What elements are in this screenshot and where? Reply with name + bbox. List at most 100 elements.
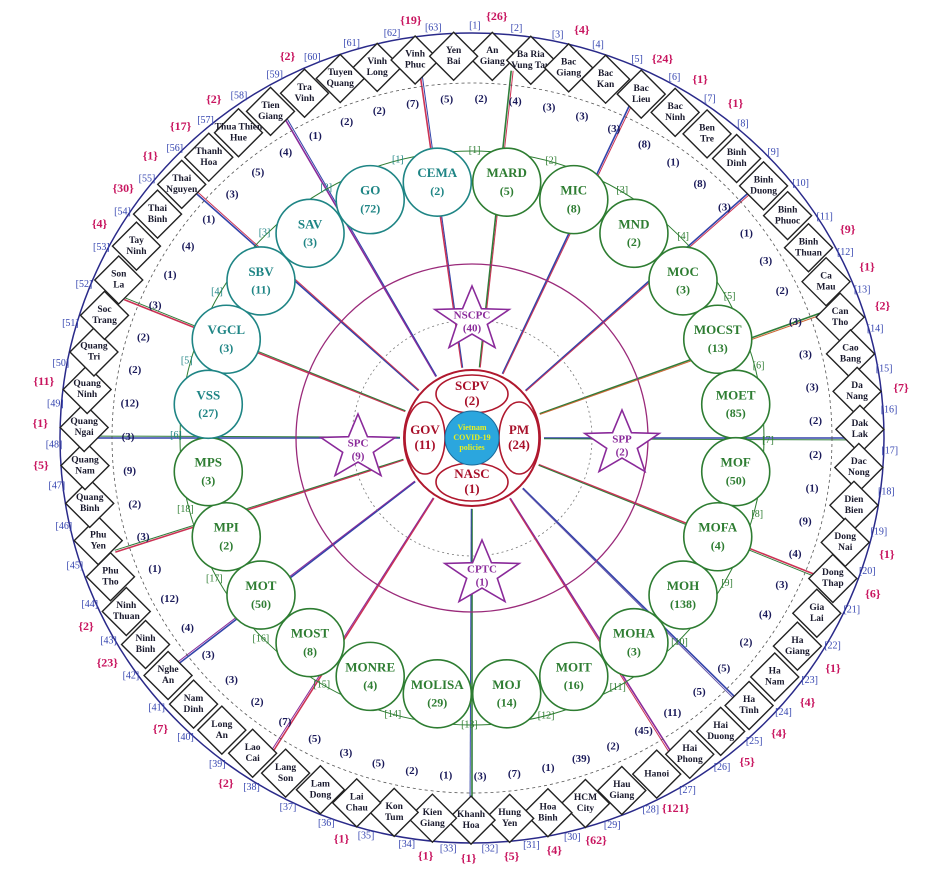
province-name: Nam — [765, 678, 785, 688]
province-count: (7) — [279, 716, 292, 728]
province-name: Dak — [851, 419, 869, 429]
organization-name: MOF — [721, 455, 751, 470]
province-name: Giang — [258, 112, 283, 122]
province-name: Hanoi — [644, 769, 669, 779]
province-name: Thua Thien — [215, 122, 263, 132]
province-count: (3) — [122, 431, 135, 443]
province-name: Long — [211, 720, 232, 730]
ray — [509, 497, 672, 752]
province-name: Son — [278, 774, 294, 784]
province-diamond — [801, 256, 852, 307]
province-extra: {7} — [153, 722, 169, 736]
ray — [522, 487, 738, 700]
province-index: [17] — [881, 445, 898, 456]
organization-circle — [682, 304, 753, 375]
province-diamond — [695, 706, 746, 757]
star-name: CPTC — [467, 564, 497, 576]
organization-index: [10] — [671, 637, 688, 648]
core-count: (1) — [464, 481, 479, 496]
province-name: Gia — [809, 603, 824, 613]
organization-circle — [226, 560, 296, 630]
province-diamond — [724, 680, 775, 731]
province-name: Vinh — [367, 57, 387, 67]
province-count: (2) — [740, 636, 753, 648]
core-name: SCPV — [455, 378, 490, 393]
province-count: (5) — [372, 758, 385, 770]
province-name: Phu — [102, 566, 119, 576]
star-count: (40) — [463, 323, 482, 335]
organization-count: (8) — [567, 201, 581, 215]
province-extra: {1} — [461, 851, 477, 865]
organization-count: (85) — [726, 406, 746, 420]
province-count: (8) — [638, 138, 651, 150]
organization-circle — [402, 147, 473, 217]
province-extra: {5} — [504, 849, 520, 863]
province-extra: {1} — [825, 661, 841, 675]
organization-name: MOLISA — [411, 677, 464, 692]
province-count: (5) — [251, 166, 264, 178]
organization-index: [8] — [751, 509, 763, 520]
outer-dashed-ring — [111, 82, 833, 794]
province-name: HCM — [574, 793, 597, 803]
province-index: [60] — [304, 52, 321, 63]
organization-index: [5] — [181, 356, 193, 367]
ray — [194, 189, 420, 391]
province-name: Lai — [350, 793, 364, 803]
province-index: [42] — [123, 670, 140, 681]
province-diamond — [783, 222, 834, 273]
ray — [469, 508, 472, 808]
province-diamond — [543, 42, 594, 93]
organization-circle — [599, 198, 669, 269]
province-name: Lak — [852, 430, 869, 440]
organization-count: (138) — [670, 597, 696, 611]
province-name: Thanh — [195, 147, 223, 157]
organization-count: (11) — [251, 283, 270, 297]
province-name: Duong — [707, 732, 734, 742]
province-diamond — [260, 748, 311, 799]
organization-count: (13) — [708, 341, 728, 355]
province-diamond — [79, 290, 130, 341]
organization-circle — [538, 164, 609, 235]
province-count: (2) — [809, 415, 822, 427]
province-name: Binh — [754, 176, 774, 186]
organization-circle — [700, 369, 771, 440]
organization-name: MOET — [716, 387, 756, 402]
organization-index: [3] — [616, 185, 628, 196]
province-name: Bang — [840, 355, 861, 365]
province-name: Binh — [80, 504, 100, 514]
province-name: Nguyen — [166, 185, 198, 195]
ray — [539, 313, 826, 415]
organization-name: MOJ — [492, 677, 521, 692]
organization-index: [17] — [206, 574, 223, 585]
province-index: [57] — [197, 115, 214, 126]
province-index: [24] — [775, 707, 792, 718]
province-index: [32] — [482, 844, 499, 855]
province-name: Ninh — [126, 247, 147, 257]
province-count: (11) — [664, 707, 682, 719]
province-count: (8) — [694, 178, 707, 190]
province-name: Phuoc — [775, 216, 800, 226]
province-name: Duong — [750, 187, 777, 197]
ray — [525, 191, 753, 392]
province-count: (1) — [202, 213, 215, 225]
core-count: (11) — [415, 437, 436, 452]
province-index: [47] — [49, 481, 66, 492]
province-diamond — [64, 478, 115, 529]
province-name: Ninh — [77, 390, 98, 400]
ray — [509, 498, 670, 753]
organization-name: MOC — [667, 264, 699, 279]
organization-name: MOT — [245, 578, 276, 593]
province-count: (39) — [572, 753, 591, 765]
province-diamond — [73, 515, 124, 566]
province-diamond — [505, 35, 556, 86]
organization-index: [18] — [177, 504, 194, 515]
province-count: (3) — [576, 110, 589, 122]
province-extra: {4} — [800, 695, 816, 709]
province-count: (2) — [128, 364, 141, 376]
star — [318, 411, 398, 478]
organization-index: [7] — [762, 435, 774, 446]
province-count: (2) — [776, 285, 789, 297]
province-name: Ninh — [116, 601, 137, 611]
province-index: [8] — [737, 119, 749, 130]
province-index: [5] — [631, 54, 643, 65]
